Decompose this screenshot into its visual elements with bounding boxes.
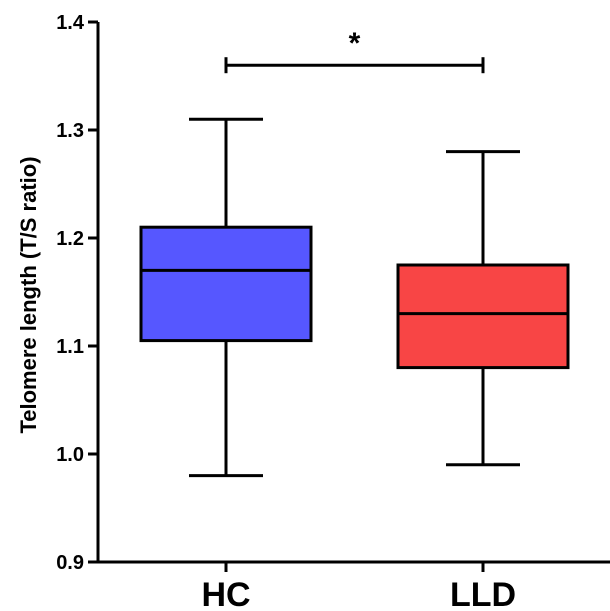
- axes: 0.9 1.0 1.1 1.2 1.3 1.4 HC LLD: [56, 12, 610, 611]
- x-tick-label: HC: [201, 576, 250, 611]
- iqr-box: [396, 263, 570, 370]
- box-lld: [396, 150, 570, 467]
- y-tick-label: 1.0: [56, 444, 84, 466]
- y-axis-title: Telomere length (T/S ratio): [16, 156, 41, 433]
- x-tick-label: LLD: [450, 576, 516, 611]
- y-tick-label: 1.4: [56, 12, 85, 34]
- y-tick-label: 1.3: [56, 120, 84, 142]
- y-tick-label: 0.9: [56, 552, 84, 574]
- y-tick-label: 1.2: [56, 228, 84, 250]
- box-hc: [139, 117, 313, 478]
- boxes: [139, 117, 570, 478]
- iqr-box: [139, 225, 313, 343]
- y-tick-label: 1.1: [56, 336, 84, 358]
- significance-label: *: [349, 27, 361, 60]
- significance-bracket: *: [224, 27, 485, 74]
